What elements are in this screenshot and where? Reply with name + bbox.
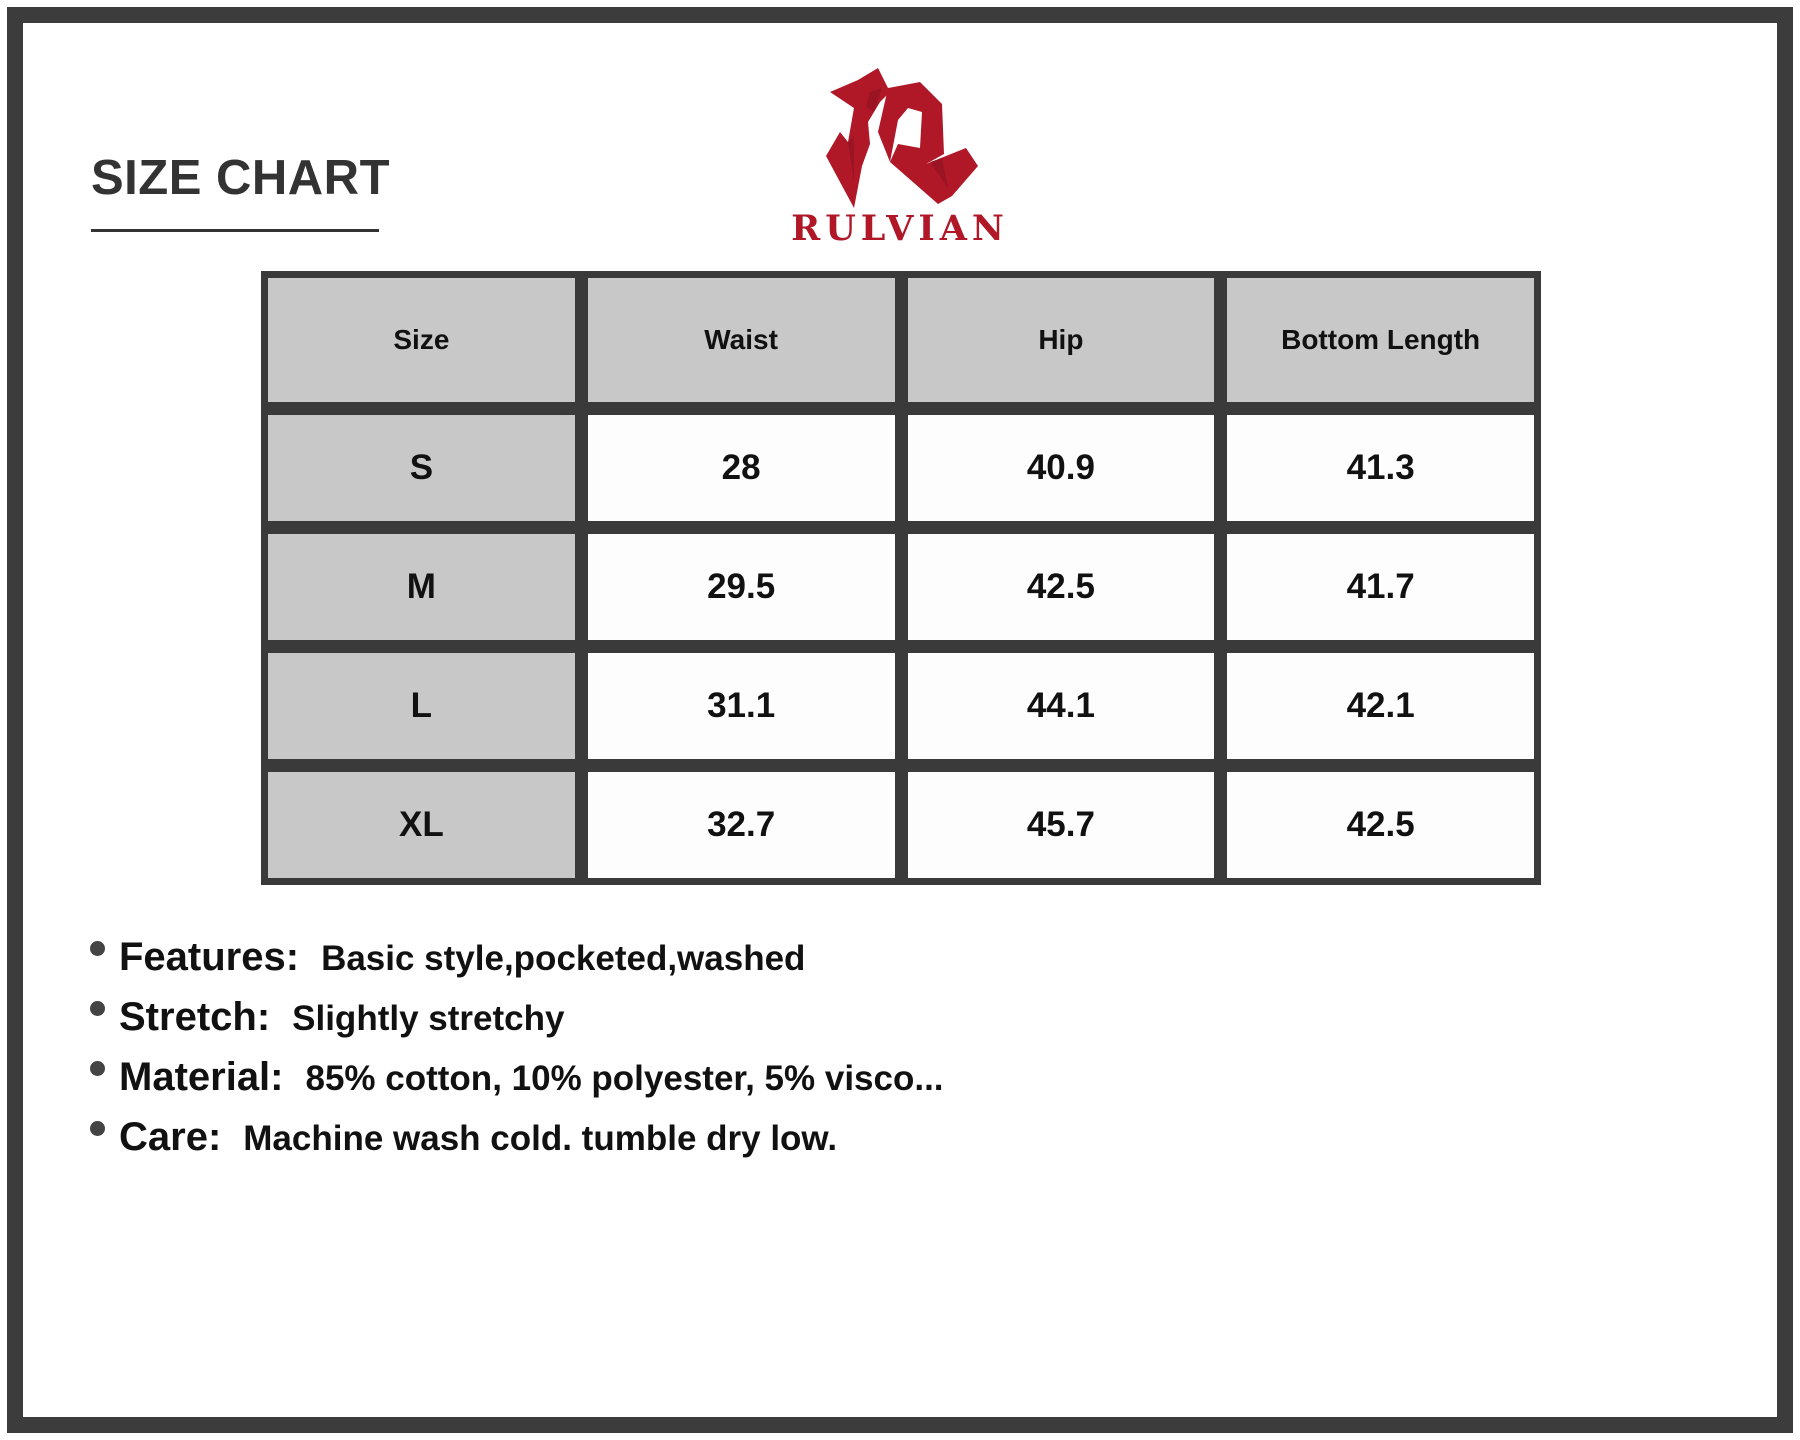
product-notes: Features: Basic style,pocketed,washed St… — [90, 935, 944, 1175]
hip-cell: 44.1 — [907, 653, 1215, 759]
note-label: Stretch: — [119, 995, 271, 1039]
brand-name: RULVIAN — [791, 208, 1009, 249]
bottom-length-cell: 42.5 — [1227, 772, 1534, 878]
note-material: Material: 85% cotton, 10% polyester, 5% … — [90, 1055, 944, 1115]
note-value: 85% cotton, 10% polyester, 5% visco... — [305, 1059, 944, 1098]
note-label: Features: — [119, 935, 300, 979]
header-bottom-length: Bottom Length — [1227, 278, 1534, 402]
bottom-length-cell: 42.1 — [1227, 653, 1534, 759]
page-title: SIZE CHART — [91, 151, 390, 205]
size-cell: M — [268, 534, 575, 640]
header-size: Size — [268, 278, 575, 402]
header-hip: Hip — [907, 278, 1215, 402]
bullet-icon — [90, 1061, 105, 1076]
size-cell: L — [268, 653, 575, 759]
waist-cell: 31.1 — [587, 653, 895, 759]
hip-cell: 42.5 — [907, 534, 1215, 640]
waist-cell: 28 — [587, 415, 895, 521]
hip-cell: 40.9 — [907, 415, 1215, 521]
note-label: Material: — [119, 1055, 284, 1099]
page-frame — [7, 7, 1793, 1433]
note-stretch: Stretch: Slightly stretchy — [90, 995, 944, 1055]
bullet-icon — [90, 1121, 105, 1136]
size-table: Size Waist Hip Bottom Length S 28 40.9 4… — [261, 271, 1541, 885]
brand-logo: RULVIAN — [770, 62, 1030, 252]
note-features: Features: Basic style,pocketed,washed — [90, 935, 944, 995]
logo-r-icon — [826, 68, 978, 208]
waist-cell: 32.7 — [587, 772, 895, 878]
bullet-icon — [90, 941, 105, 956]
title-underline — [91, 229, 379, 232]
bottom-length-cell: 41.7 — [1227, 534, 1534, 640]
bullet-icon — [90, 1001, 105, 1016]
note-value: Basic style,pocketed,washed — [321, 939, 806, 978]
note-care: Care: Machine wash cold. tumble dry low. — [90, 1115, 944, 1175]
note-value: Machine wash cold. tumble dry low. — [243, 1119, 838, 1158]
header-waist: Waist — [587, 278, 895, 402]
size-cell: S — [268, 415, 575, 521]
waist-cell: 29.5 — [587, 534, 895, 640]
size-cell: XL — [268, 772, 575, 878]
note-label: Care: — [119, 1115, 222, 1159]
bottom-length-cell: 41.3 — [1227, 415, 1534, 521]
hip-cell: 45.7 — [907, 772, 1215, 878]
note-value: Slightly stretchy — [292, 999, 565, 1038]
